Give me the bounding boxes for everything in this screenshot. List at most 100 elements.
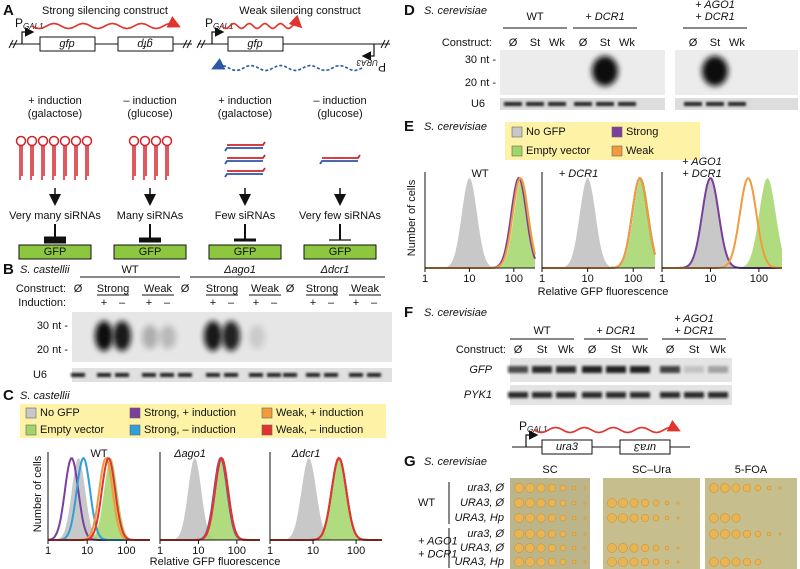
colony <box>742 529 752 539</box>
x-tick-label: 1 <box>422 273 428 285</box>
x-tick-label: 100 <box>117 545 135 557</box>
blot-band <box>224 373 238 377</box>
strain-row-label: ura3, Ø <box>467 482 505 494</box>
colony <box>607 498 617 508</box>
promoter-subscript: GAL1 <box>527 425 547 434</box>
blot-signal <box>142 325 158 349</box>
blot-band <box>582 366 602 373</box>
colony <box>629 557 639 567</box>
row-label: Induction: <box>18 297 66 309</box>
x-tick-label: 10 <box>307 545 319 557</box>
construct-label: Strong <box>306 283 338 295</box>
blot-band <box>178 373 192 377</box>
colony <box>778 486 782 490</box>
legend-label: Empty vector <box>40 424 105 436</box>
x-tick-label: 10 <box>463 273 475 285</box>
gene-box <box>541 439 593 455</box>
condition-label: – induction <box>123 95 176 107</box>
colony <box>709 513 719 523</box>
colony <box>547 483 557 493</box>
blot-band <box>504 102 522 106</box>
colony <box>559 514 567 522</box>
colony <box>629 543 639 553</box>
break-mark <box>196 39 202 49</box>
colony <box>629 498 639 508</box>
group-label: + AGO1 <box>418 535 458 547</box>
colony <box>514 513 524 523</box>
legend-label: Strong, + induction <box>144 407 236 419</box>
construct-label: St <box>689 344 699 356</box>
blot-band <box>532 366 552 373</box>
construct-label: Wk <box>632 344 648 356</box>
hairpin-loop <box>59 135 71 147</box>
reporter-box <box>303 244 377 260</box>
reporter-label: GFP <box>329 246 352 258</box>
x-tick-label: 1 <box>539 273 545 285</box>
colony <box>618 557 628 567</box>
reporter-box <box>208 244 282 260</box>
blot-signal <box>204 321 222 351</box>
size-marker: 30 nt - <box>37 320 69 332</box>
legend-swatch <box>511 145 523 157</box>
hairpin-loop <box>81 135 93 147</box>
construct-label: Wk <box>558 344 574 356</box>
colony <box>709 529 719 539</box>
colony <box>547 557 557 567</box>
blot-band <box>206 373 220 377</box>
blot-band <box>97 373 111 377</box>
blot-band <box>630 392 650 398</box>
colony <box>742 483 752 493</box>
x-tick-label: 100 <box>228 545 246 557</box>
blot-band <box>708 366 728 373</box>
reporter-label: GFP <box>44 246 67 258</box>
condition-label: + induction <box>28 95 82 107</box>
gene-box <box>619 439 671 455</box>
legend-swatch <box>129 407 141 419</box>
promoter-subscript: URA3 <box>356 58 378 67</box>
sirna-strand <box>227 154 266 159</box>
construct-label: Ø <box>689 37 698 49</box>
colony <box>547 498 557 508</box>
outcome-label: Many siRNAs <box>117 210 184 222</box>
colony <box>547 529 557 539</box>
plate <box>510 478 590 569</box>
strain-label: Δago1 <box>223 264 256 276</box>
hairpin-loop <box>161 135 173 147</box>
x-tick-label: 100 <box>624 273 642 285</box>
blot-band <box>367 373 381 377</box>
outcome-label: Few siRNAs <box>215 210 276 222</box>
legend-label: Empty vector <box>526 145 591 157</box>
blot-band <box>556 366 576 373</box>
transcript <box>221 14 303 30</box>
induction-label: + <box>210 297 216 309</box>
x-tick-label: 10 <box>704 273 716 285</box>
construct-label: Ø <box>509 37 518 49</box>
colony <box>640 498 650 508</box>
legend-label: Strong, – induction <box>144 424 236 436</box>
blot-band <box>582 392 602 398</box>
colony <box>525 513 535 523</box>
colony <box>709 483 719 493</box>
induction-label: – <box>271 297 278 309</box>
blot-band <box>556 392 576 398</box>
blot-band <box>596 102 614 106</box>
induction-label: + <box>353 297 359 309</box>
blot-band <box>684 366 704 373</box>
histogram-area <box>48 458 150 540</box>
size-marker: 20 nt - <box>465 77 497 89</box>
sirna-strand <box>319 160 358 165</box>
construct-label: St <box>710 37 720 49</box>
blot-band <box>324 373 338 377</box>
condition-sugar: (galactose) <box>218 108 272 120</box>
x-tick-label: 10 <box>192 545 204 557</box>
break-mark <box>200 39 206 49</box>
blot-band <box>160 373 174 377</box>
condition-label: + induction <box>218 95 272 107</box>
break-mark <box>380 39 386 49</box>
sirna-strand <box>322 154 361 159</box>
colony <box>559 499 567 507</box>
row-label: Construct: <box>456 344 506 356</box>
blot <box>500 50 665 95</box>
colony <box>676 546 680 550</box>
organism: S. cerevisiae <box>424 5 487 17</box>
